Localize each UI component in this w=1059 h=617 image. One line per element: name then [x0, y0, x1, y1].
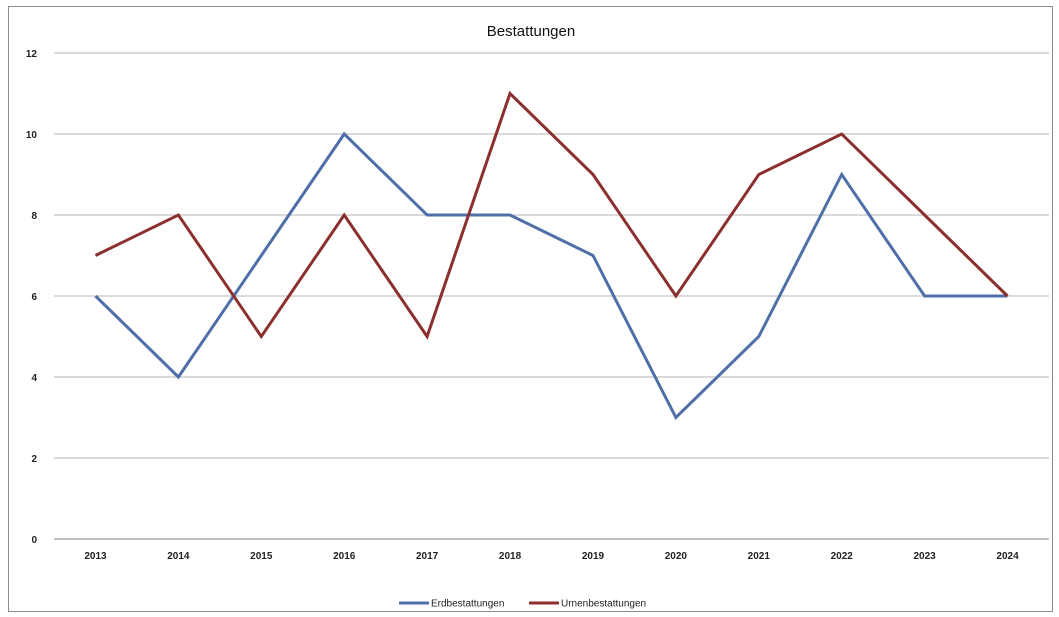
y-tick-label: 4 [31, 373, 37, 384]
x-axis-ticks: 2013 2014 2015 2016 2017 2018 2019 2020 2021 2022… [84, 551, 1019, 562]
x-tick-label: 2019 [582, 551, 605, 562]
x-tick-label: 2015 [250, 551, 273, 562]
chart-frame: Bestattungen 0 2 4 6 8 10 12 2013 2014 2015 2016 2… [8, 6, 1053, 612]
y-tick-label: 6 [31, 292, 37, 303]
y-tick-label: 8 [31, 211, 37, 222]
chart-title: Bestattungen [487, 23, 575, 40]
grid-lines [54, 52, 1049, 540]
x-tick-label: 2020 [665, 551, 688, 562]
x-tick-label: 2013 [84, 551, 107, 562]
x-tick-label: 2021 [748, 551, 771, 562]
y-tick-label: 0 [31, 535, 37, 546]
legend: Erdbestattungen Urnenbestattungen [399, 599, 646, 610]
y-tick-label: 12 [26, 49, 38, 60]
x-tick-label: 2016 [333, 551, 356, 562]
legend-label: Erdbestattungen [431, 599, 504, 610]
y-tick-label: 2 [31, 454, 37, 465]
y-axis-ticks: 0 2 4 6 8 10 12 [26, 49, 38, 546]
x-tick-label: 2017 [416, 551, 439, 562]
x-tick-label: 2014 [167, 551, 190, 562]
series-lines [94, 90, 1009, 420]
series-line-2 [94, 90, 1009, 340]
x-tick-label: 2022 [831, 551, 854, 562]
x-tick-label: 2018 [499, 551, 522, 562]
x-tick-label: 2024 [996, 551, 1019, 562]
x-tick-label: 2023 [914, 551, 937, 562]
y-tick-label: 10 [26, 130, 38, 141]
series-line-1 [94, 131, 1008, 420]
legend-label: Urnenbestattungen [561, 599, 646, 610]
